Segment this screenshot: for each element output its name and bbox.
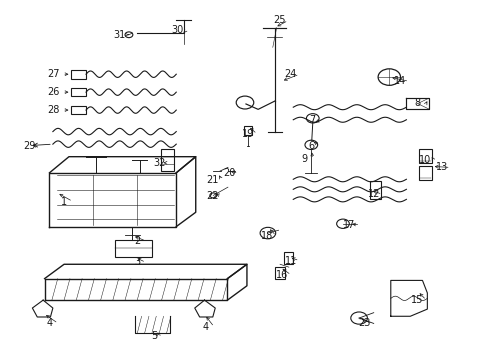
Bar <box>243 126 252 135</box>
Text: 18: 18 <box>261 231 273 240</box>
Text: 19: 19 <box>242 129 254 139</box>
Text: 23: 23 <box>357 319 369 328</box>
Text: 9: 9 <box>300 154 306 164</box>
Text: 21: 21 <box>206 175 219 185</box>
Text: 15: 15 <box>410 295 423 305</box>
Text: 24: 24 <box>284 69 296 79</box>
Text: 22: 22 <box>206 191 219 201</box>
Text: 2: 2 <box>134 236 140 246</box>
Text: 29: 29 <box>23 141 35 151</box>
Text: 13: 13 <box>435 162 447 172</box>
Text: 25: 25 <box>273 15 285 26</box>
Text: 28: 28 <box>47 105 60 115</box>
Text: 5: 5 <box>151 331 157 341</box>
Bar <box>71 70 86 78</box>
Text: 26: 26 <box>47 87 60 97</box>
Bar <box>418 166 431 180</box>
Text: 14: 14 <box>394 76 406 86</box>
Bar <box>418 149 431 163</box>
Text: 1: 1 <box>61 197 67 207</box>
Text: 6: 6 <box>307 141 314 151</box>
Bar <box>274 267 285 279</box>
Text: 17: 17 <box>343 220 355 230</box>
Text: 4: 4 <box>202 322 208 332</box>
Text: 10: 10 <box>418 155 430 165</box>
Text: 11: 11 <box>284 256 296 266</box>
Text: 31: 31 <box>113 30 125 40</box>
Text: 32: 32 <box>153 158 165 168</box>
Bar <box>71 106 86 114</box>
Text: 8: 8 <box>414 98 420 108</box>
Text: 20: 20 <box>223 168 236 178</box>
Text: 7: 7 <box>309 115 315 125</box>
Text: 27: 27 <box>47 69 60 79</box>
Text: 3: 3 <box>134 257 140 267</box>
Text: 12: 12 <box>367 189 379 199</box>
Bar <box>369 181 380 199</box>
Bar <box>115 240 152 257</box>
Text: 4: 4 <box>46 319 52 328</box>
Bar <box>284 252 293 264</box>
Text: 30: 30 <box>171 25 183 35</box>
Bar <box>160 149 174 171</box>
Bar <box>71 88 86 96</box>
Text: 16: 16 <box>276 270 288 280</box>
